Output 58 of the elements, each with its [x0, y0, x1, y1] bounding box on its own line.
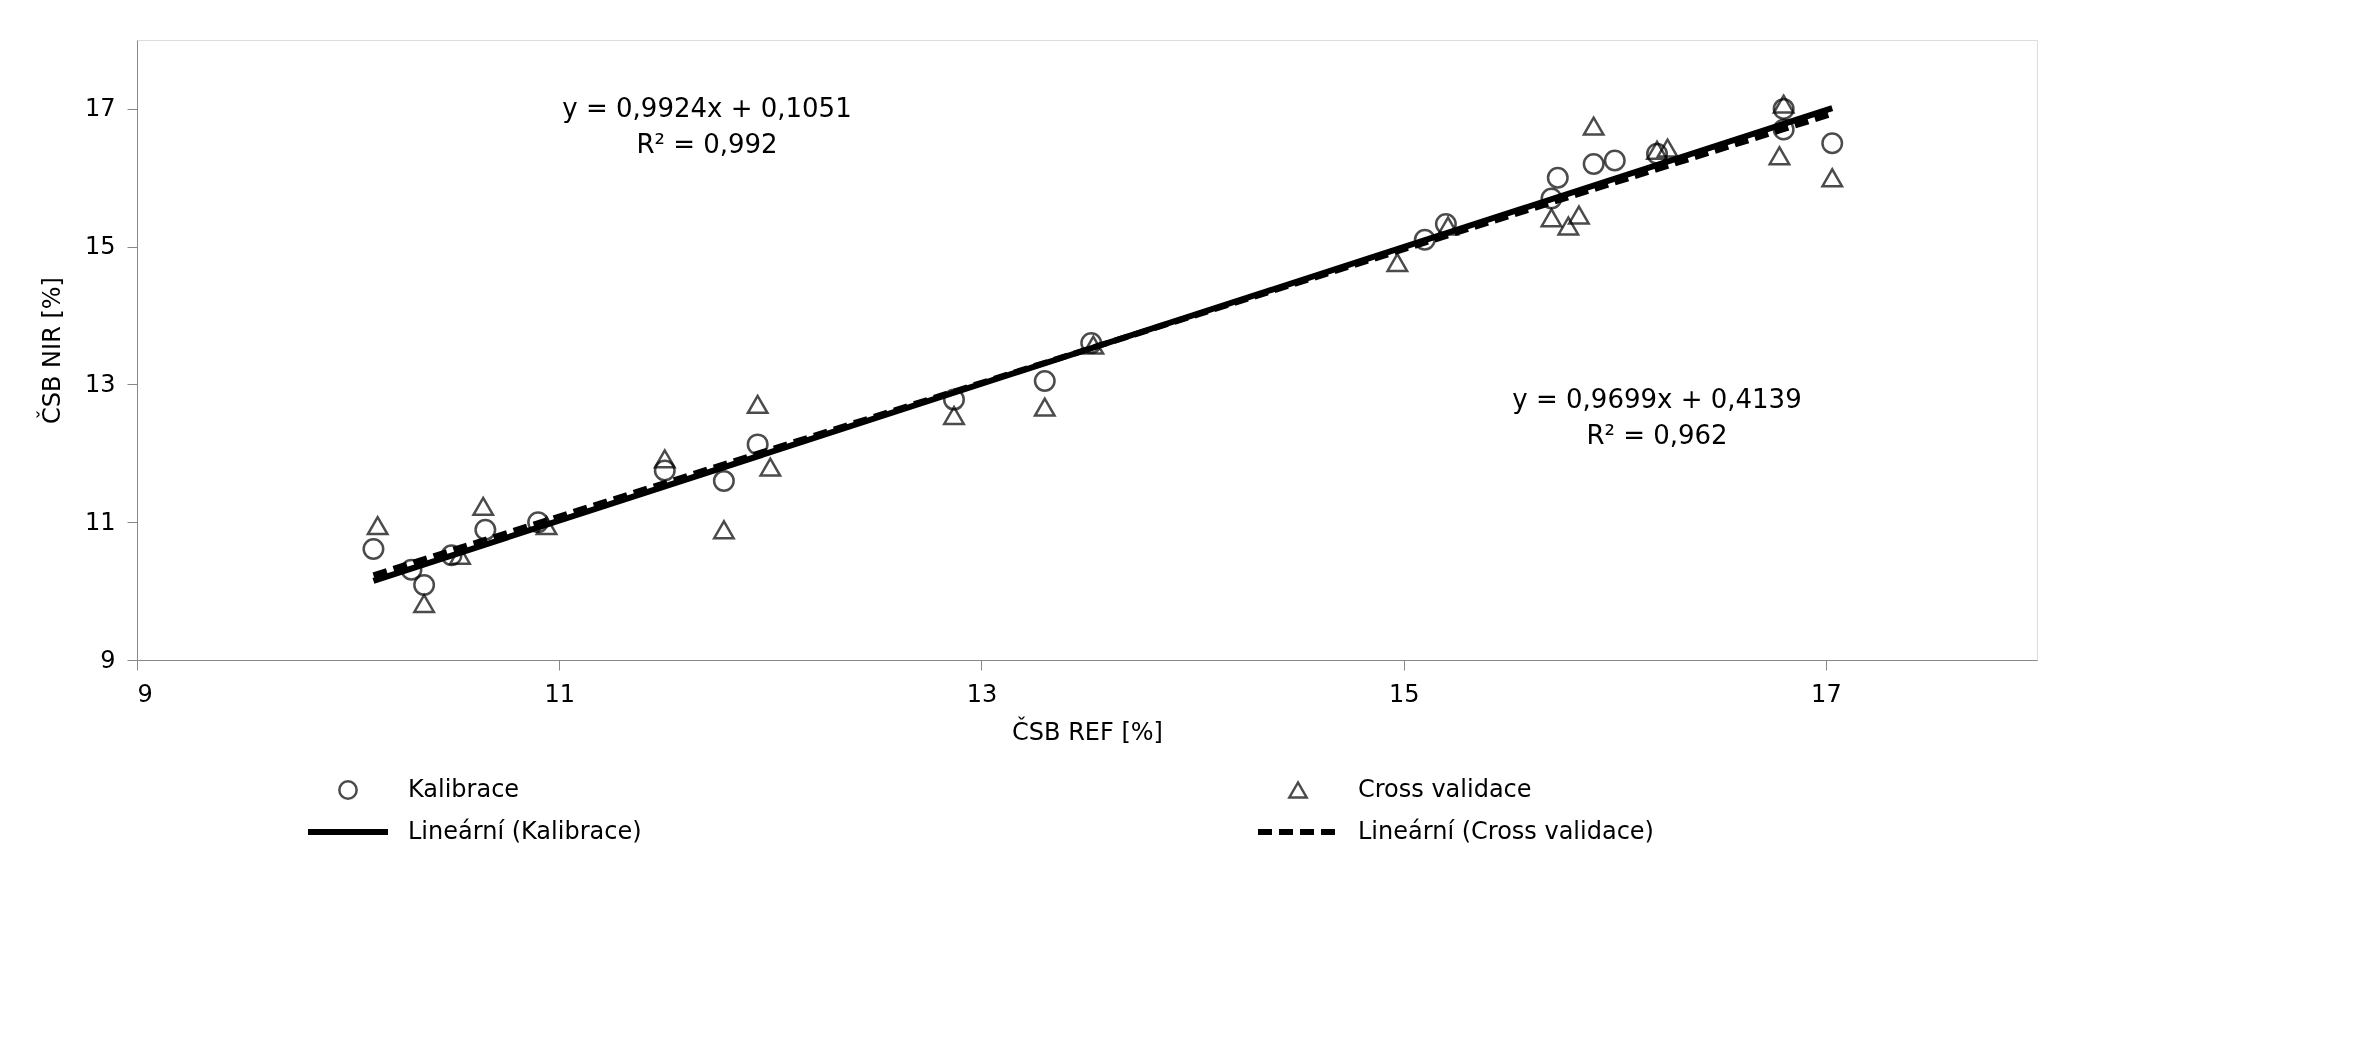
point: [712, 469, 735, 492]
x-tick-label: 13: [966, 679, 998, 708]
point: [1033, 397, 1056, 417]
point: [653, 459, 676, 482]
point: [440, 544, 463, 567]
point: [1557, 216, 1580, 236]
point: [759, 457, 782, 477]
point: [1413, 228, 1436, 251]
annotation: y = 0,9699x + 0,4139 R² = 0,962: [1512, 384, 1802, 451]
legend-label: Kalibrace: [408, 775, 520, 803]
point: [712, 520, 735, 540]
legend-label: Lineární (Kalibrace): [408, 817, 642, 845]
point: [1821, 132, 1844, 155]
point: [653, 449, 676, 469]
point: [943, 405, 965, 426]
legend-label: Cross validace: [1358, 775, 1532, 803]
annotation: y = 0,9924x + 0,1051 R² = 0,992: [562, 92, 852, 159]
point: [400, 558, 423, 581]
y-tick-label: 13: [84, 369, 116, 398]
point: [474, 518, 497, 541]
point: [1546, 166, 1569, 189]
point: [1582, 153, 1605, 175]
y-axis-title: ČSB NIR [%]: [35, 277, 66, 424]
legend-label: Lineární (Cross validace): [1358, 817, 1654, 845]
x-tick-label: 11: [544, 679, 575, 708]
point: [1646, 140, 1668, 160]
point: [1646, 142, 1668, 165]
point: [1603, 149, 1626, 172]
point: [472, 496, 495, 517]
point: [1772, 118, 1795, 141]
point: [362, 538, 385, 561]
point: [413, 573, 436, 596]
point: [1821, 168, 1844, 188]
point: [1768, 146, 1791, 166]
point: [413, 593, 436, 614]
point: [1540, 208, 1563, 228]
point: [1386, 252, 1409, 273]
point: [1567, 205, 1590, 225]
point: [746, 394, 769, 415]
y-tick-label: 11: [84, 507, 116, 536]
y-tick-label: 17: [84, 94, 116, 123]
y-tick-label: 15: [84, 232, 116, 261]
point: [1582, 116, 1605, 136]
point: [1772, 97, 1795, 120]
x-tick-label: 17: [1811, 679, 1842, 708]
point: [535, 515, 558, 536]
x-tick-label: 15: [1388, 679, 1420, 708]
point: [527, 511, 550, 534]
x-tick-label: 9: [137, 679, 153, 708]
point: [746, 433, 769, 456]
point: [1033, 370, 1056, 392]
point: [1772, 94, 1795, 114]
point: [366, 515, 389, 536]
y-tick-label: 9: [100, 645, 116, 674]
x-axis-title: ČSB REF [%]: [1012, 715, 1163, 746]
point: [1540, 187, 1563, 210]
point: [1656, 138, 1679, 158]
point: [943, 388, 965, 411]
